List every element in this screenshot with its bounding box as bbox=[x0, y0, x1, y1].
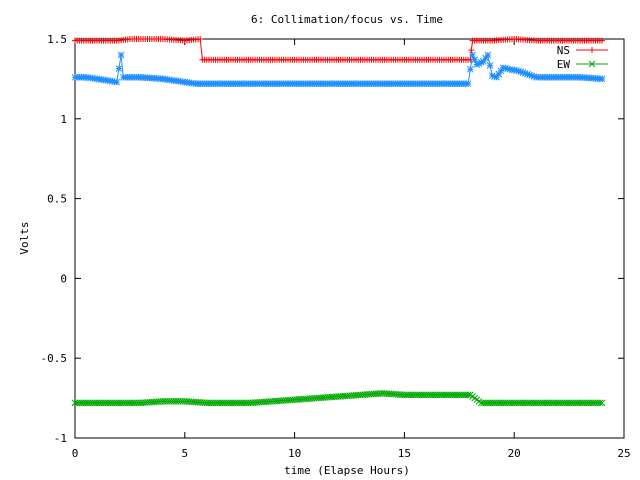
y-axis-label: Volts bbox=[18, 221, 31, 254]
data-point bbox=[491, 73, 498, 80]
chart-title: 6: Collimation/focus vs. Time bbox=[251, 13, 443, 26]
y-tick-label: 0.5 bbox=[47, 193, 67, 206]
data-point bbox=[493, 73, 500, 81]
data-point bbox=[473, 61, 481, 68]
data-point bbox=[599, 37, 606, 44]
data-point bbox=[115, 65, 123, 72]
series-ns bbox=[72, 36, 606, 63]
data-point bbox=[497, 67, 505, 75]
data-point bbox=[515, 67, 522, 75]
legend-marker bbox=[589, 47, 595, 53]
data-point bbox=[517, 68, 525, 76]
data-point bbox=[471, 56, 479, 64]
x-tick-label: 0 bbox=[72, 447, 79, 460]
y-tick-label: -0.5 bbox=[41, 352, 68, 365]
y-tick-label: 1.5 bbox=[47, 33, 67, 46]
x-tick-label: 15 bbox=[398, 447, 411, 460]
data-point bbox=[480, 57, 487, 65]
data-point bbox=[488, 72, 496, 80]
data-point bbox=[530, 73, 538, 80]
data-point bbox=[502, 64, 509, 72]
data-point bbox=[117, 51, 125, 59]
x-tick-label: 25 bbox=[617, 447, 630, 460]
data-point bbox=[524, 70, 531, 78]
data-point bbox=[466, 65, 474, 73]
y-tick-label: -1 bbox=[54, 432, 67, 445]
legend-marker bbox=[588, 60, 596, 68]
x-tick-label: 10 bbox=[288, 447, 301, 460]
plot-frame bbox=[74, 38, 625, 439]
series-group bbox=[71, 36, 606, 407]
data-point bbox=[464, 80, 472, 88]
data-point bbox=[504, 65, 511, 73]
series-blue bbox=[71, 51, 606, 88]
x-axis-label: time (Elapse Hours) bbox=[284, 464, 410, 477]
legend-label: NS bbox=[557, 44, 570, 57]
y-tick-label: 1 bbox=[60, 113, 67, 126]
data-point bbox=[197, 36, 204, 42]
data-point bbox=[475, 60, 483, 67]
data-point bbox=[521, 69, 529, 77]
data-point bbox=[469, 51, 476, 59]
data-point bbox=[499, 64, 507, 72]
y-tick-label: 0 bbox=[60, 272, 67, 285]
data-point bbox=[484, 51, 492, 59]
x-tick-label: 5 bbox=[181, 447, 188, 460]
data-point bbox=[495, 70, 503, 78]
data-point bbox=[468, 47, 475, 54]
data-point bbox=[482, 54, 490, 62]
data-point bbox=[596, 399, 604, 407]
data-point bbox=[464, 391, 472, 399]
data-point bbox=[598, 75, 606, 83]
data-point bbox=[519, 69, 527, 76]
data-point bbox=[528, 72, 536, 80]
ticks: 0 5 10 15 20 25 -1 -0.5 0 0.5 1 1.5 bbox=[41, 33, 631, 460]
data-point bbox=[526, 71, 533, 79]
series-ew bbox=[71, 389, 606, 407]
data-point bbox=[113, 78, 121, 86]
x-tick-label: 20 bbox=[508, 447, 521, 460]
data-point bbox=[477, 59, 485, 66]
legend-label: EW bbox=[557, 58, 571, 71]
axes bbox=[74, 38, 625, 439]
data-point bbox=[598, 399, 606, 407]
data-point bbox=[486, 61, 494, 69]
